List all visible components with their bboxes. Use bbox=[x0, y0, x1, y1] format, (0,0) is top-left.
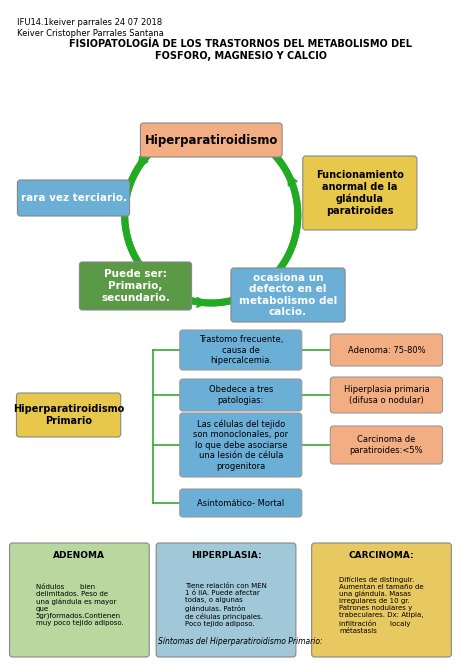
Text: Keiver Cristopher Parrales Santana: Keiver Cristopher Parrales Santana bbox=[18, 29, 164, 38]
FancyBboxPatch shape bbox=[330, 334, 443, 366]
FancyBboxPatch shape bbox=[17, 393, 121, 437]
FancyBboxPatch shape bbox=[231, 268, 345, 322]
Text: Nódulos       bien
delimitados. Peso de
una glándula es mayor
que
5gr)formados.C: Nódulos bien delimitados. Peso de una gl… bbox=[36, 584, 123, 626]
Text: Difíciles de distinguir.
Aumentan el tamaño de
una glándula. Masas
irregulares d: Difíciles de distinguir. Aumentan el tam… bbox=[339, 576, 424, 634]
Text: HIPERPLASIA:: HIPERPLASIA: bbox=[191, 551, 261, 561]
Text: Puede ser:
Primario,
secundario.: Puede ser: Primario, secundario. bbox=[101, 269, 170, 303]
Text: Hiperparatiroidismo: Hiperparatiroidismo bbox=[145, 133, 278, 147]
FancyBboxPatch shape bbox=[180, 413, 302, 477]
Text: FISIOPATOLOGÍA DE LOS TRASTORNOS DEL METABOLISMO DEL
FOSFORO, MAGNESIO Y CALCIO: FISIOPATOLOGÍA DE LOS TRASTORNOS DEL MET… bbox=[69, 40, 412, 61]
Text: Carcinoma de
paratiroides:<5%: Carcinoma de paratiroides:<5% bbox=[350, 436, 423, 455]
Text: Funcionamiento
anormal de la
glándula
paratiroides: Funcionamiento anormal de la glándula pa… bbox=[316, 170, 404, 216]
FancyBboxPatch shape bbox=[156, 543, 296, 657]
Text: Asintomático- Mortal: Asintomático- Mortal bbox=[197, 498, 284, 507]
Text: Obedece a tres
patologias:: Obedece a tres patologias: bbox=[209, 385, 273, 405]
FancyBboxPatch shape bbox=[303, 156, 417, 230]
Text: Hiperparatiroidismo
Primario: Hiperparatiroidismo Primario bbox=[13, 404, 124, 426]
FancyBboxPatch shape bbox=[330, 377, 443, 413]
FancyBboxPatch shape bbox=[311, 543, 451, 657]
Text: Tiene relación con MEN
1 ó IIA. Puede afectar
todas, o algunas
glándulas. Patrón: Tiene relación con MEN 1 ó IIA. Puede af… bbox=[185, 584, 267, 626]
FancyBboxPatch shape bbox=[140, 123, 282, 157]
Text: Las células del tejido
son monoclonales, por
lo que debe asociarse
una lesión de: Las células del tejido son monoclonales,… bbox=[193, 419, 288, 470]
FancyBboxPatch shape bbox=[18, 180, 129, 216]
Text: IFU14.1keiver parrales 24 07 2018: IFU14.1keiver parrales 24 07 2018 bbox=[18, 17, 163, 27]
FancyBboxPatch shape bbox=[9, 543, 149, 657]
FancyBboxPatch shape bbox=[180, 379, 302, 411]
Text: ocasiona un
defecto en el
metabolismo del
calcio.: ocasiona un defecto en el metabolismo de… bbox=[239, 273, 337, 318]
Text: CARCINOMA:: CARCINOMA: bbox=[349, 551, 414, 561]
Text: Adenoma: 75-80%: Adenoma: 75-80% bbox=[347, 346, 425, 354]
Text: Hiperplasia primaria
(difusa o nodular): Hiperplasia primaria (difusa o nodular) bbox=[344, 385, 429, 405]
FancyBboxPatch shape bbox=[180, 489, 302, 517]
Text: rara vez terciario.: rara vez terciario. bbox=[20, 193, 127, 203]
FancyBboxPatch shape bbox=[80, 262, 191, 310]
Text: Trastomo frecuente,
causa de
hipercalcemia.: Trastomo frecuente, causa de hipercalcem… bbox=[199, 335, 283, 365]
FancyBboxPatch shape bbox=[330, 426, 443, 464]
FancyBboxPatch shape bbox=[180, 330, 302, 370]
Text: ADENOMA: ADENOMA bbox=[54, 551, 105, 561]
Text: Síntomas del Hiperparatiroidismo Primario:: Síntomas del Hiperparatiroidismo Primari… bbox=[158, 636, 323, 645]
